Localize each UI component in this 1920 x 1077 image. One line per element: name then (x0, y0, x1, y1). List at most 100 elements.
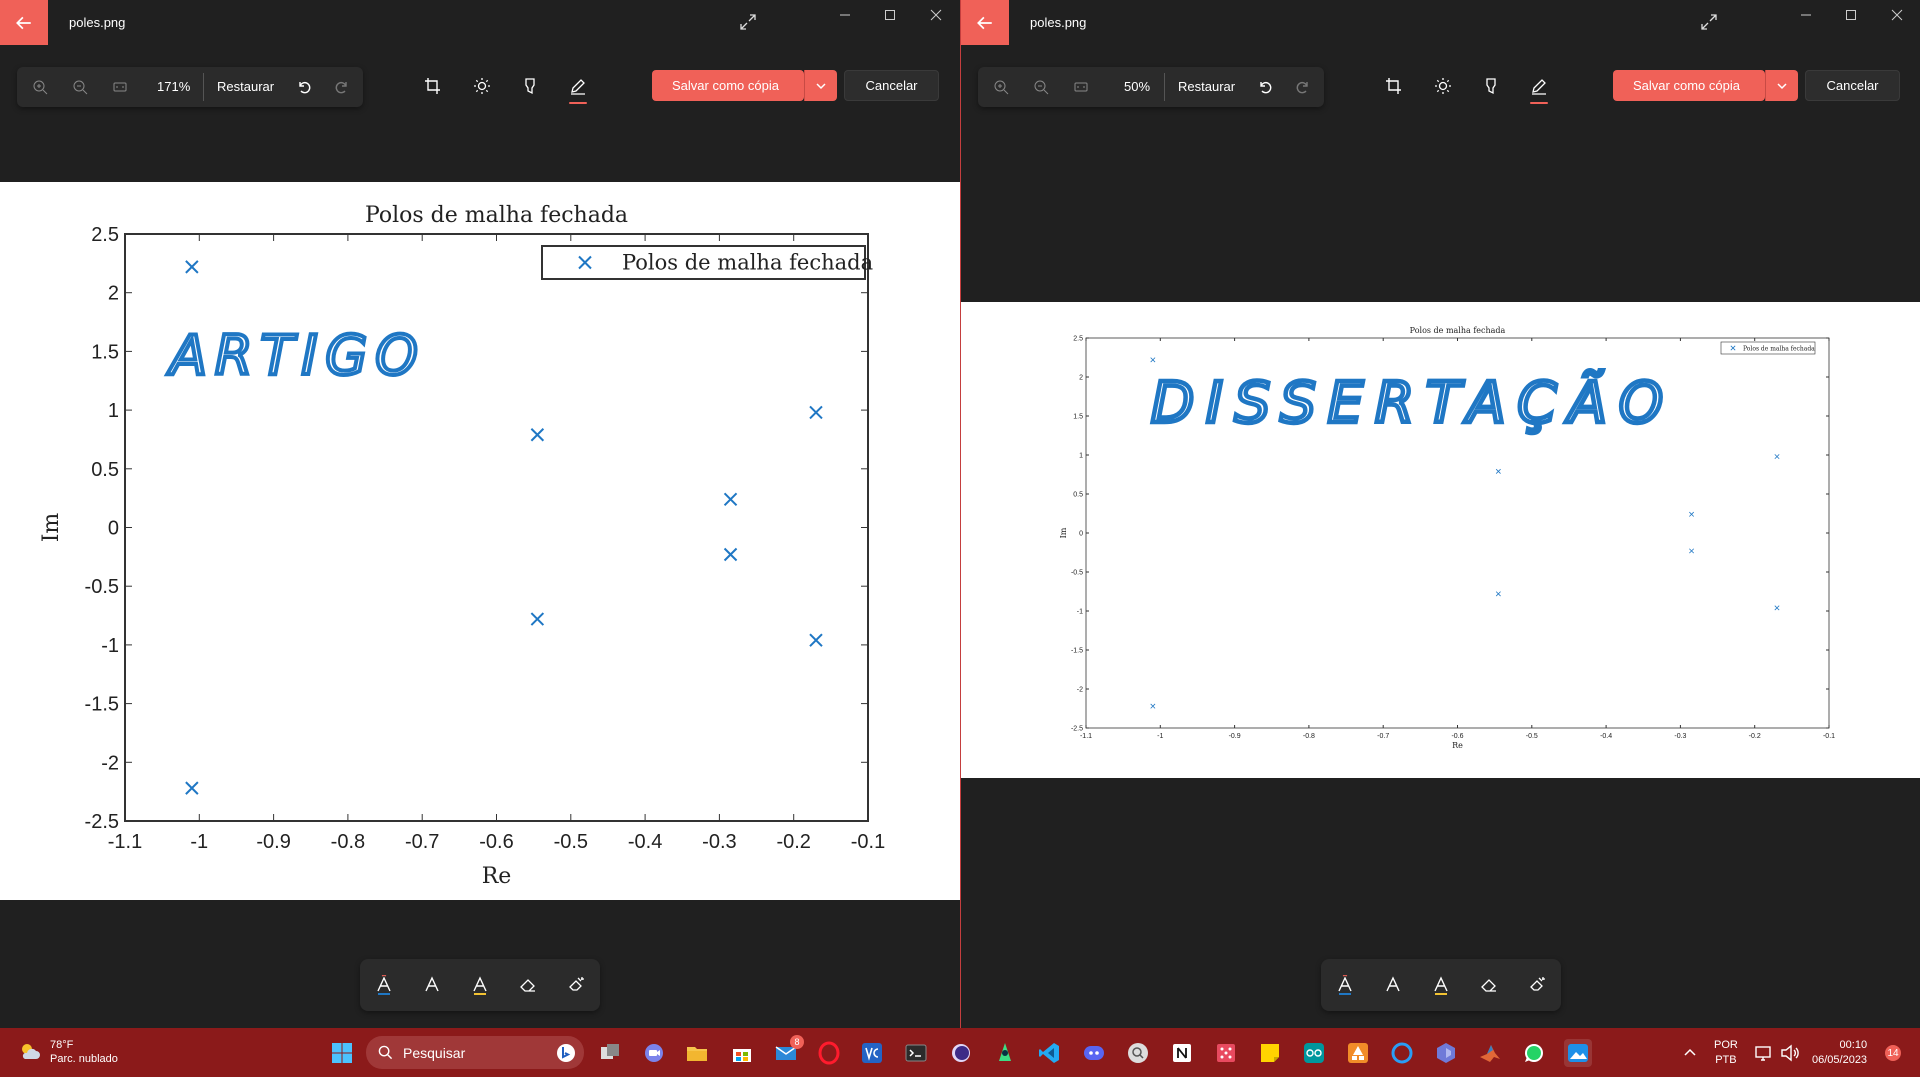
expand-icon[interactable] (1699, 12, 1719, 32)
undo-button[interactable] (293, 77, 315, 97)
photos-window-left: poles.png 171% Restaurar Salvar como cóp… (0, 0, 960, 1028)
save-options-button[interactable] (1765, 70, 1798, 101)
network-button[interactable] (1750, 1039, 1778, 1067)
notion-button[interactable] (1168, 1039, 1196, 1067)
start-button[interactable] (328, 1039, 356, 1067)
markup-button[interactable] (1479, 74, 1503, 98)
cancel-button[interactable]: Cancelar (1805, 70, 1900, 101)
puzzle-icon (1217, 1044, 1235, 1062)
cancel-button[interactable]: Cancelar (844, 70, 939, 101)
x-tick-label: -0.3 (702, 831, 736, 853)
draw-button[interactable] (1527, 74, 1551, 104)
clock[interactable]: 00:10 06/05/2023 (1812, 1038, 1867, 1068)
taskbar-search[interactable]: Pesquisar (366, 1036, 584, 1069)
fit-button[interactable] (109, 77, 131, 97)
whatsapp-button[interactable] (1520, 1039, 1548, 1067)
vscode-button[interactable] (1035, 1039, 1063, 1067)
adjust-button[interactable] (470, 74, 494, 98)
ballpoint-pen-icon (1338, 975, 1352, 995)
save-options-button[interactable] (804, 70, 837, 101)
x-tick-label: -0.5 (554, 831, 588, 853)
notification-count[interactable]: 14 (1885, 1045, 1901, 1061)
eraser-button[interactable] (516, 973, 540, 997)
file-explorer-button[interactable] (683, 1039, 711, 1067)
y-tick-label: 1.5 (91, 341, 119, 363)
save-copy-button[interactable]: Salvar como cópia (652, 70, 804, 101)
ballpoint-pen-button[interactable] (1333, 973, 1357, 997)
discord-button[interactable] (1080, 1039, 1108, 1067)
ballpoint-pen-button[interactable] (372, 973, 396, 997)
save-copy-button[interactable]: Salvar como cópia (1613, 70, 1765, 101)
minimize-button[interactable] (833, 5, 857, 25)
search-app-button[interactable] (1124, 1039, 1152, 1067)
clear-all-button[interactable] (1525, 973, 1549, 997)
volume-button[interactable] (1776, 1039, 1804, 1067)
highlighter-button[interactable] (1429, 973, 1453, 997)
crop-button[interactable] (1382, 74, 1406, 98)
data-point (1150, 357, 1156, 363)
zoom-out-button[interactable] (69, 77, 91, 97)
eraser-button[interactable] (1477, 973, 1501, 997)
pencil-button[interactable] (420, 973, 444, 997)
adjust-button[interactable] (1431, 74, 1455, 98)
clear-all-button[interactable] (564, 973, 588, 997)
zoom-in-button[interactable] (990, 77, 1012, 97)
android-studio-icon (999, 1043, 1011, 1061)
app-vc-icon (862, 1043, 882, 1063)
restore-button[interactable]: Restaurar (217, 79, 275, 94)
redo-button[interactable] (1292, 77, 1314, 97)
y-tick-label: -0.5 (85, 576, 119, 598)
orange-app-button[interactable] (1344, 1039, 1372, 1067)
y-tick-label: -1 (1077, 609, 1083, 616)
teams-chat-button[interactable] (640, 1039, 668, 1067)
zoom-out-button[interactable] (1030, 77, 1052, 97)
image-canvas[interactable]: Polos de malha fechada -1.1 -1 -0.9 -0.8 -0.7… (961, 302, 1920, 778)
minimize-button[interactable] (1794, 5, 1818, 25)
photos-button[interactable] (1564, 1039, 1592, 1067)
pencil-button[interactable] (1381, 973, 1405, 997)
chart-svg: Polos de malha fechada -1.1 -1 -0.9 -0.8 -0.7… (1059, 326, 1835, 750)
x-tick-label: -1.1 (108, 831, 142, 853)
y-axis-label: Im (1059, 527, 1068, 538)
puzzle-app-button[interactable] (1212, 1039, 1240, 1067)
terminal-button[interactable] (902, 1039, 930, 1067)
fit-button[interactable] (1070, 77, 1092, 97)
draw-button[interactable] (566, 74, 590, 104)
language-indicator[interactable]: POR PTB (1714, 1038, 1738, 1068)
back-button[interactable] (0, 0, 48, 45)
undo-button[interactable] (1254, 77, 1276, 97)
x-tick-label: -0.6 (479, 831, 513, 853)
opera-button[interactable] (815, 1039, 843, 1067)
crop-button[interactable] (421, 74, 445, 98)
x-axis-label: Re (1452, 741, 1463, 750)
android-studio-button[interactable] (991, 1039, 1019, 1067)
arduino-button[interactable] (1300, 1039, 1328, 1067)
mail-button[interactable]: 8 (772, 1035, 804, 1067)
back-button[interactable] (961, 0, 1009, 45)
restore-button[interactable]: Restaurar (1178, 79, 1236, 94)
eclipse-button[interactable] (947, 1039, 975, 1067)
close-button[interactable] (924, 5, 948, 25)
markup-button[interactable] (518, 74, 542, 98)
zoom-in-button[interactable] (29, 77, 51, 97)
highlighter-button[interactable] (468, 973, 492, 997)
weather-widget[interactable]: 78°F Parc. nublado (18, 1038, 118, 1066)
task-view-button[interactable] (596, 1039, 624, 1067)
clock-date: 06/05/2023 (1812, 1054, 1868, 1066)
image-canvas[interactable]: Polos de malha fechada -1.1 -1 -0.9 -0.8 -0.7… (0, 182, 960, 900)
close-button[interactable] (1885, 5, 1909, 25)
maximize-button[interactable] (878, 5, 902, 25)
active-indicator (1530, 102, 1548, 104)
cortana-button[interactable] (1388, 1039, 1416, 1067)
maximize-button[interactable] (1839, 5, 1863, 25)
sticky-notes-button[interactable] (1256, 1039, 1284, 1067)
matlab-button[interactable] (1476, 1039, 1504, 1067)
power-automate-button[interactable] (1432, 1039, 1460, 1067)
data-point (1689, 548, 1695, 554)
show-hidden-icons-button[interactable] (1676, 1039, 1704, 1067)
expand-icon[interactable] (738, 12, 758, 32)
redo-button[interactable] (331, 77, 353, 97)
store-button[interactable] (728, 1039, 756, 1067)
zoom-in-icon (33, 80, 48, 95)
visual-studio-code-alt-button[interactable] (858, 1039, 886, 1067)
